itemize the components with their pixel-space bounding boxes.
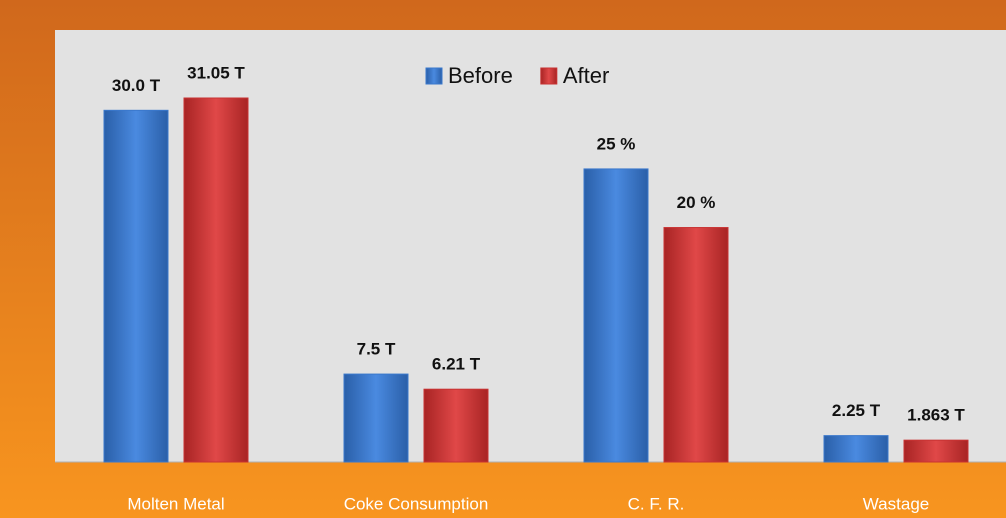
legend-swatch bbox=[540, 67, 558, 85]
bar bbox=[903, 439, 969, 463]
bar bbox=[663, 227, 729, 463]
bar bbox=[343, 373, 409, 463]
bar bbox=[103, 109, 169, 463]
bar bbox=[583, 168, 649, 463]
x-tick-label: Wastage bbox=[863, 494, 929, 513]
legend-label: After bbox=[563, 63, 609, 88]
data-label: 7.5 T bbox=[357, 340, 396, 359]
bar bbox=[423, 388, 489, 463]
data-label: 30.0 T bbox=[112, 76, 161, 95]
legend-swatch bbox=[425, 67, 443, 85]
data-label: 25 % bbox=[597, 134, 636, 153]
x-tick-label: C. F. R. bbox=[628, 494, 685, 513]
bar bbox=[183, 97, 249, 463]
data-label: 31.05 T bbox=[187, 63, 245, 82]
legend-label: Before bbox=[448, 63, 513, 88]
bar bbox=[823, 435, 889, 463]
data-label: 2.25 T bbox=[832, 401, 881, 420]
data-label: 20 % bbox=[677, 193, 716, 212]
x-tick-label: Coke Consumption bbox=[344, 494, 489, 513]
data-label: 6.21 T bbox=[432, 355, 481, 374]
x-tick-label: Molten Metal bbox=[127, 494, 224, 513]
data-label: 1.863 T bbox=[907, 406, 965, 425]
